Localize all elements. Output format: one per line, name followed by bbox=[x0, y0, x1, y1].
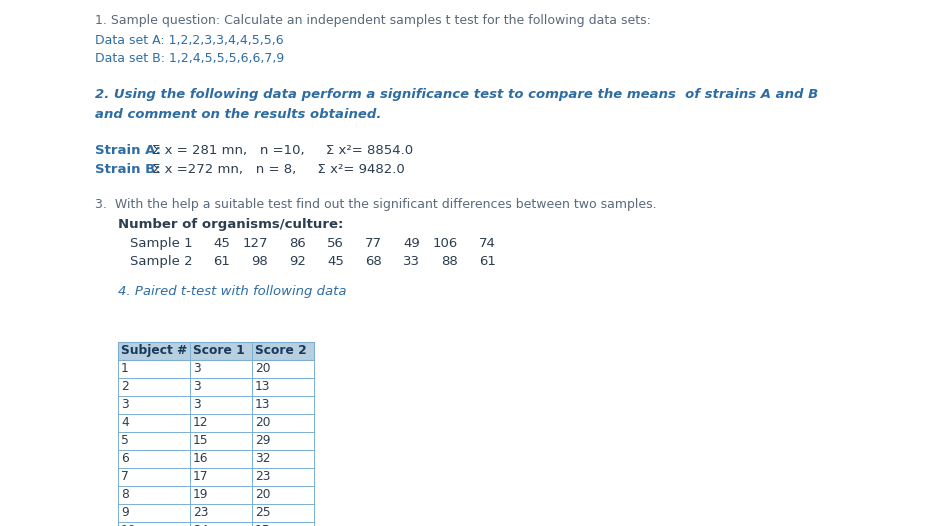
Text: 74: 74 bbox=[479, 237, 496, 250]
Text: Σ x = 281 mn,   n =10,     Σ x²= 8854.0: Σ x = 281 mn, n =10, Σ x²= 8854.0 bbox=[152, 144, 413, 157]
Text: 5: 5 bbox=[121, 434, 129, 447]
Text: 13: 13 bbox=[255, 380, 270, 393]
Text: 45: 45 bbox=[327, 255, 344, 268]
Bar bbox=[118, 342, 314, 360]
Text: Number of organisms/culture:: Number of organisms/culture: bbox=[118, 218, 343, 231]
Text: 3: 3 bbox=[193, 398, 200, 411]
Text: 15: 15 bbox=[193, 434, 209, 447]
Text: 127: 127 bbox=[242, 237, 268, 250]
Text: 4. Paired t-test with following data: 4. Paired t-test with following data bbox=[118, 285, 347, 298]
Text: 68: 68 bbox=[365, 255, 382, 268]
Text: 1. Sample question: Calculate an independent samples t test for the following da: 1. Sample question: Calculate an indepen… bbox=[95, 14, 651, 27]
Text: Score 1: Score 1 bbox=[193, 344, 245, 357]
Text: and comment on the results obtained.: and comment on the results obtained. bbox=[95, 108, 381, 121]
Text: 19: 19 bbox=[193, 488, 209, 501]
Text: Strain B:: Strain B: bbox=[95, 163, 170, 176]
Text: 23: 23 bbox=[255, 470, 270, 483]
Text: 9: 9 bbox=[121, 506, 129, 519]
Text: 23: 23 bbox=[193, 506, 209, 519]
Text: 32: 32 bbox=[255, 452, 270, 465]
Text: 3: 3 bbox=[121, 398, 129, 411]
Text: Σ x =272 mn,   n = 8,     Σ x²= 9482.0: Σ x =272 mn, n = 8, Σ x²= 9482.0 bbox=[152, 163, 404, 176]
Text: 20: 20 bbox=[255, 488, 270, 501]
Text: 25: 25 bbox=[255, 506, 270, 519]
Text: 77: 77 bbox=[365, 237, 382, 250]
Text: 15: 15 bbox=[255, 524, 270, 526]
Text: 16: 16 bbox=[193, 452, 209, 465]
Text: 1: 1 bbox=[121, 362, 129, 375]
Text: 7: 7 bbox=[121, 470, 129, 483]
Text: 92: 92 bbox=[289, 255, 306, 268]
Text: Score 2: Score 2 bbox=[255, 344, 307, 357]
Text: 29: 29 bbox=[255, 434, 270, 447]
Text: 45: 45 bbox=[213, 237, 230, 250]
Text: 3.  With the help a suitable test find out the significant differences between t: 3. With the help a suitable test find ou… bbox=[95, 198, 657, 211]
Text: 8: 8 bbox=[121, 488, 129, 501]
Text: 49: 49 bbox=[404, 237, 420, 250]
Text: Sample 2: Sample 2 bbox=[130, 255, 193, 268]
Text: 13: 13 bbox=[255, 398, 270, 411]
Text: 106: 106 bbox=[432, 237, 458, 250]
Text: 33: 33 bbox=[403, 255, 420, 268]
Text: Strain A:: Strain A: bbox=[95, 144, 166, 157]
Text: 88: 88 bbox=[441, 255, 458, 268]
Text: 24: 24 bbox=[193, 524, 209, 526]
Text: 10: 10 bbox=[121, 524, 136, 526]
Text: 56: 56 bbox=[327, 237, 344, 250]
Text: 20: 20 bbox=[255, 362, 270, 375]
Text: 61: 61 bbox=[479, 255, 496, 268]
Text: 98: 98 bbox=[252, 255, 268, 268]
Text: 6: 6 bbox=[121, 452, 129, 465]
Text: 86: 86 bbox=[289, 237, 306, 250]
Text: 2. Using the following data perform a significance test to compare the means  of: 2. Using the following data perform a si… bbox=[95, 88, 818, 101]
Text: 2: 2 bbox=[121, 380, 129, 393]
Text: 12: 12 bbox=[193, 416, 209, 429]
Text: Sample 1: Sample 1 bbox=[130, 237, 193, 250]
Text: Data set B: 1,2,4,5,5,5,6,6,7,9: Data set B: 1,2,4,5,5,5,6,6,7,9 bbox=[95, 52, 284, 65]
Text: 4: 4 bbox=[121, 416, 129, 429]
Text: 61: 61 bbox=[213, 255, 230, 268]
Text: 20: 20 bbox=[255, 416, 270, 429]
Text: Subject #: Subject # bbox=[121, 344, 187, 357]
Text: 3: 3 bbox=[193, 380, 200, 393]
Text: 3: 3 bbox=[193, 362, 200, 375]
Text: Data set A: 1,2,2,3,3,4,4,5,5,6: Data set A: 1,2,2,3,3,4,4,5,5,6 bbox=[95, 34, 283, 47]
Text: 17: 17 bbox=[193, 470, 209, 483]
